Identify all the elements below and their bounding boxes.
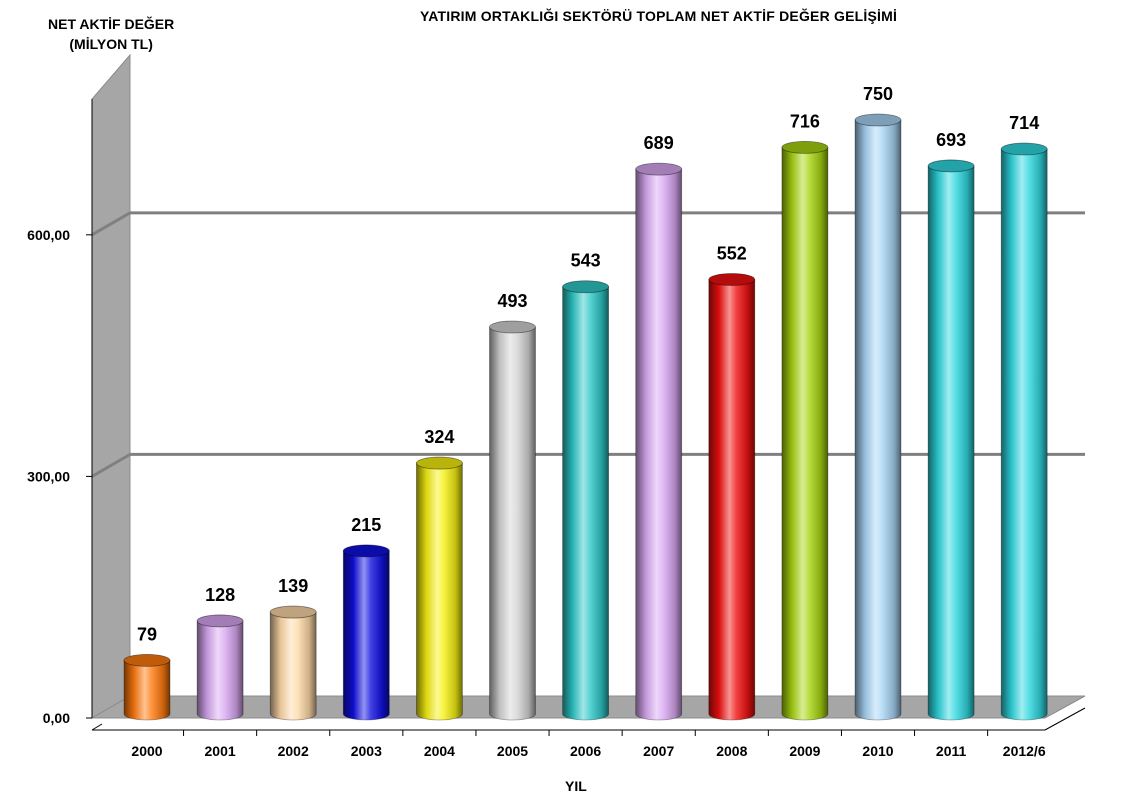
bar-body (416, 462, 463, 721)
bars (123, 113, 1048, 721)
x-tick-label: 2009 (789, 743, 820, 759)
data-label: 79 (137, 624, 157, 644)
value-labels: 79 128 139 215 324 493 543 689 552 716 750 693 714 (137, 84, 1039, 644)
y-tick-label: 600,00 (27, 227, 70, 243)
data-label: 689 (644, 133, 674, 153)
x-tick-label: 2004 (424, 743, 455, 759)
data-label: 215 (351, 515, 381, 535)
bar-body (196, 620, 244, 721)
bar-top (415, 456, 463, 470)
bar-top (342, 544, 390, 558)
bar-body (927, 165, 975, 721)
bar-2011 (927, 159, 975, 721)
bar-2008 (708, 273, 756, 721)
bar-body (1000, 148, 1048, 721)
bar-body (854, 119, 902, 721)
bar-top (854, 113, 902, 127)
bar-2003 (342, 544, 390, 721)
bar-top (635, 162, 683, 176)
bar-body (635, 168, 683, 721)
x-tick-label: 2012/6 (1003, 743, 1046, 759)
x-tick-label: 2000 (131, 743, 162, 759)
data-label: 552 (717, 243, 747, 263)
x-tick-label: 2006 (570, 743, 601, 759)
data-label: 139 (278, 576, 308, 596)
y-axis-label: NET AKTİF DEĞER (MİLYON TL) (48, 14, 174, 54)
bar-top (708, 273, 756, 286)
bar-body (342, 550, 390, 721)
data-label: 716 (790, 111, 820, 131)
data-label: 324 (424, 427, 454, 447)
x-axis-depth-line-left (91, 723, 103, 731)
chart-title: YATIRIM ORTAKLIĞI SEKTÖRÜ TOPLAM NET AKT… (420, 8, 898, 24)
bar-body (489, 326, 536, 721)
bar-2004 (415, 456, 463, 721)
data-label: 714 (1009, 113, 1039, 133)
bar-2010 (854, 113, 902, 721)
x-axis-depth-line (1044, 707, 1086, 731)
bar-top (196, 614, 244, 628)
bar-body (269, 611, 317, 721)
bar-top (489, 320, 536, 334)
bar-body (562, 286, 609, 721)
x-tick-label: 2002 (278, 743, 309, 759)
bar-body (123, 659, 171, 721)
bar-top (123, 653, 171, 667)
bar-top (781, 141, 829, 154)
bar-top (269, 605, 317, 619)
x-tick-label: 2003 (351, 743, 382, 759)
y-tick-label: 0,00 (43, 710, 70, 726)
y-tick-label: 300,00 (27, 468, 70, 484)
side-wall (91, 53, 131, 719)
bar-top (1000, 142, 1048, 156)
data-label: 750 (863, 84, 893, 104)
bar-body (708, 279, 756, 721)
bar-2005 (489, 320, 536, 721)
bar-2000 (123, 653, 171, 721)
data-label: 543 (571, 251, 601, 271)
bar-body (781, 147, 829, 721)
x-tick-label: 2001 (205, 743, 236, 759)
bar-2001 (196, 614, 244, 721)
x-tick-label: 2011 (936, 743, 967, 759)
bar-2002 (269, 605, 317, 721)
bar-2007 (635, 162, 683, 721)
data-label: 493 (497, 291, 527, 311)
y-axis-label-line1: NET AKTİF DEĞER (48, 16, 175, 32)
x-tick-label: 2008 (716, 743, 747, 759)
y-axis-label-line2: (MİLYON TL) (69, 36, 153, 52)
bar-2006 (562, 280, 609, 721)
bar-2012/6 (1000, 142, 1048, 721)
data-label: 128 (205, 585, 235, 605)
x-axis-label: YIL (565, 778, 587, 794)
gridline-side (91, 453, 131, 478)
bar-top (562, 280, 609, 294)
gridline-side (91, 211, 131, 237)
x-tick-label: 2005 (497, 743, 528, 759)
data-label: 693 (936, 130, 966, 150)
bar-2009 (781, 141, 829, 721)
x-tick-label: 2010 (862, 743, 893, 759)
axes: 0,00 300,00 600,00 2000 2001 2002 2003 2004 2005… (27, 99, 1086, 759)
bar-top (927, 159, 975, 173)
x-tick-label: 2007 (643, 743, 674, 759)
